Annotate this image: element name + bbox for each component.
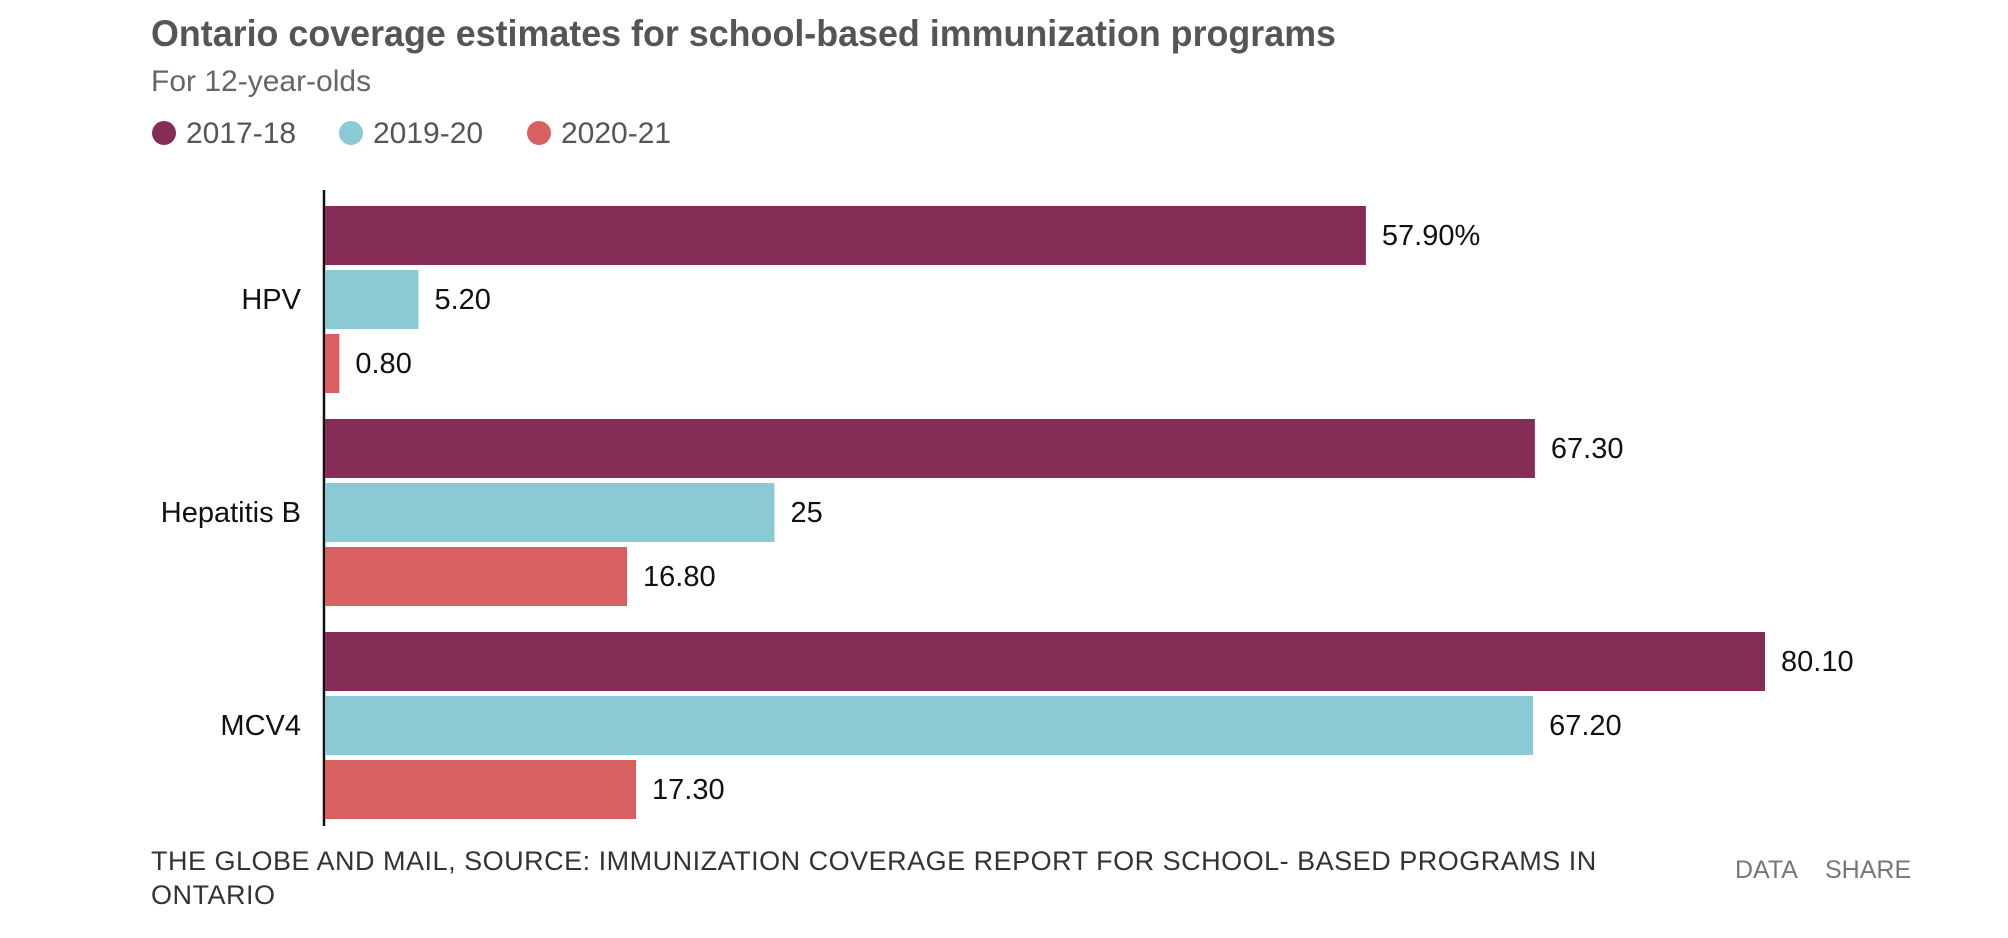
value-label: 0.80: [355, 348, 411, 380]
bar: [325, 547, 628, 606]
value-label: 67.20: [1549, 710, 1622, 742]
value-label: 25: [790, 497, 822, 529]
value-label: 67.30: [1551, 433, 1624, 465]
value-label: 57.90%: [1382, 220, 1480, 252]
share-link[interactable]: SHARE: [1825, 856, 1912, 884]
legend-label: 2020-21: [561, 117, 671, 150]
bar: [325, 696, 1534, 755]
value-label: 16.80: [643, 561, 716, 593]
bar: [325, 760, 637, 819]
chart: Ontario coverage estimates for school-ba…: [151, 13, 1854, 826]
legend-label: 2019-20: [373, 117, 483, 150]
bar: [325, 632, 1765, 691]
bar: [325, 206, 1366, 265]
bar: [325, 270, 419, 329]
value-label: 80.10: [1781, 646, 1854, 678]
source-note: THE GLOBE AND MAIL, SOURCE: IMMUNIZATION…: [151, 846, 1597, 910]
legend-swatch: [527, 121, 551, 145]
bar: [325, 483, 775, 542]
legend-label: 2017-18: [186, 117, 296, 150]
bar: [325, 419, 1535, 478]
data-link[interactable]: DATA: [1735, 856, 1798, 884]
category-label: HPV: [241, 284, 301, 316]
category-label: MCV4: [220, 710, 301, 742]
bar: [325, 334, 340, 393]
chart-subtitle: For 12-year-olds: [151, 65, 371, 98]
value-label: 5.20: [434, 284, 490, 316]
legend-swatch: [339, 121, 363, 145]
category-label: Hepatitis B: [161, 497, 301, 529]
legend-swatch: [152, 121, 176, 145]
value-label: 17.30: [652, 774, 725, 806]
chart-title: Ontario coverage estimates for school-ba…: [151, 13, 1336, 54]
